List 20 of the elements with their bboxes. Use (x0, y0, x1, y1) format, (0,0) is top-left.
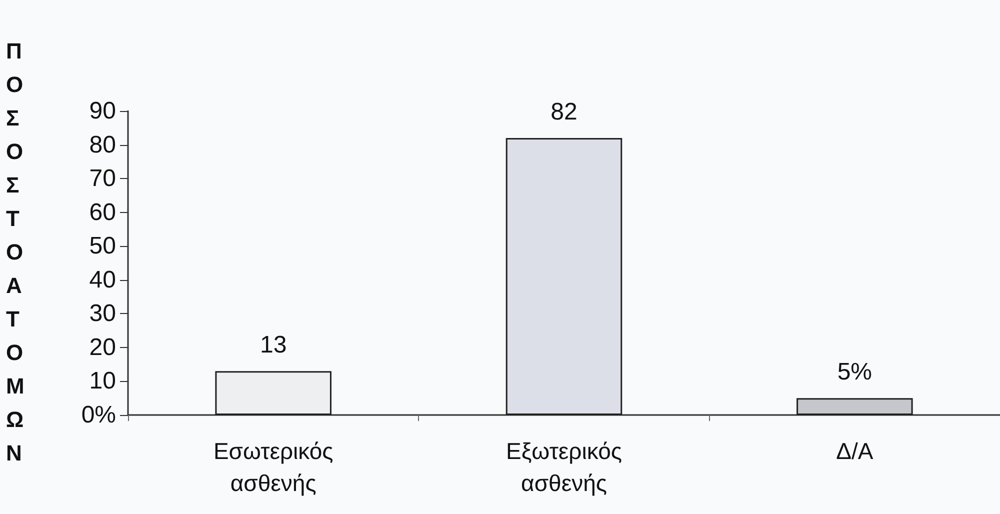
x-tick-label: Εσωτερικός ασθενής (213, 438, 334, 496)
y-tick-label: 40 (89, 266, 116, 294)
text: ΠΟΣΟΣΤΟΑΤΟΜΩΝ (6, 38, 24, 466)
data-label: 82 (550, 98, 578, 126)
y-tick-label: 0% (81, 402, 116, 428)
y-tick-label: 90 (89, 98, 116, 124)
y-tick-label: 20 (89, 334, 116, 361)
y-tick-label: 30 (89, 300, 116, 328)
y-tick-label: 50 (89, 232, 116, 260)
bar (215, 371, 332, 415)
bar (506, 138, 622, 415)
y-tick-label: 80 (89, 131, 116, 158)
y-tick-label: 70 (89, 165, 116, 192)
x-tick-label: Εξωτερικός ασθενής (506, 438, 622, 496)
x-tick-label: Δ/Α (836, 438, 874, 464)
bar (796, 398, 913, 415)
data-label: 13 (260, 332, 287, 359)
data-label: 5% (837, 358, 872, 386)
y-tick-label: 10 (89, 368, 116, 395)
y-tick-label: 60 (89, 198, 116, 226)
